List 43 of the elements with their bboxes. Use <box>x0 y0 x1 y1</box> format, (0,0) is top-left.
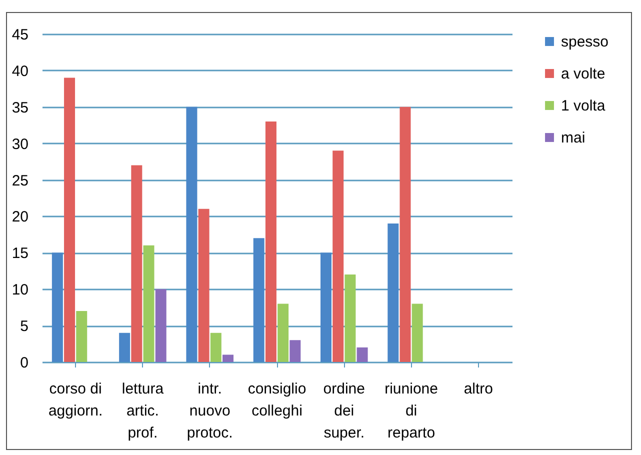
legend-label: mai <box>561 130 586 146</box>
y-tick-label: 15 <box>12 245 28 262</box>
y-tick-label: 25 <box>12 172 28 190</box>
x-tick-label: ordine dei super. <box>323 380 365 442</box>
bar <box>332 150 344 362</box>
y-tick-label: 45 <box>12 26 28 44</box>
x-tick-label: altro <box>464 380 494 398</box>
x-tick-label: lettura artic. prof. <box>122 380 164 442</box>
bar <box>210 332 222 362</box>
bar <box>400 106 411 362</box>
y-tick-label: 0 <box>20 354 28 372</box>
x-tick-label: riunione di reparto <box>384 380 438 442</box>
bar <box>290 340 301 362</box>
bar <box>198 208 210 362</box>
legend-label: spesso <box>561 34 609 50</box>
y-tick-label: 10 <box>12 282 28 299</box>
legend-label: 1 volta <box>561 98 606 114</box>
bar <box>344 274 356 362</box>
bar <box>278 304 289 362</box>
bar <box>155 289 166 362</box>
bar <box>143 245 154 362</box>
y-tick-label: 5 <box>20 318 28 336</box>
y-tick-label: 35 <box>12 99 28 116</box>
y-tick-label: 30 <box>12 136 28 153</box>
bar <box>265 121 276 362</box>
bar <box>320 252 332 362</box>
bar <box>64 78 76 362</box>
y-tick-label: 40 <box>12 62 28 80</box>
bar <box>253 238 264 362</box>
y-tick-label: 20 <box>12 208 28 226</box>
x-tick-label: consiglio colleghi <box>248 380 306 420</box>
x-tick-label: intr. nuovo protoc. <box>186 380 233 442</box>
x-tick-label: corso di aggiorn. <box>48 380 103 420</box>
bar <box>222 354 234 362</box>
bar <box>388 224 399 362</box>
bar <box>186 106 198 362</box>
bar <box>412 304 423 362</box>
bar <box>76 310 88 362</box>
bar <box>119 332 130 362</box>
bar <box>356 347 368 362</box>
bar <box>131 165 142 362</box>
bar <box>52 252 63 362</box>
legend-label: a volte <box>561 66 606 82</box>
